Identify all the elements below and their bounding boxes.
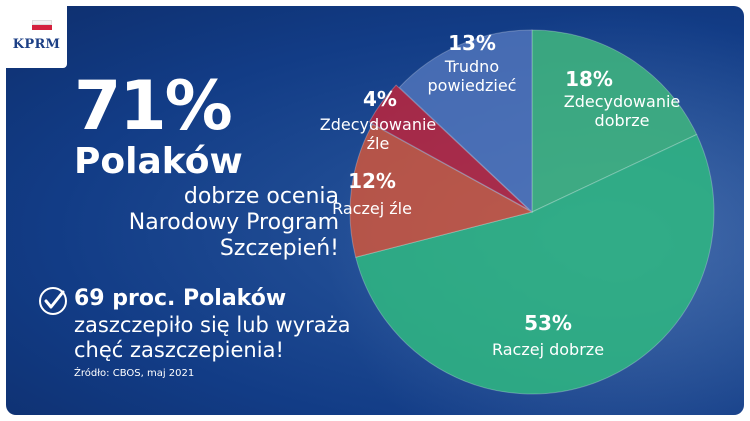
slice-percent-label: 12% [348, 169, 396, 193]
pie-slice [355, 133, 715, 395]
slice-category-label: Raczej dobrze [492, 340, 604, 359]
source-note: Źródło: CBOS, maj 2021 [74, 368, 195, 379]
slice-percent-label: 53% [524, 311, 572, 335]
headline-subtitle-line: Narodowy Program [128, 210, 339, 235]
headline-percent: 71% [74, 67, 233, 146]
headline-subtitle-line: Szczepień! [219, 236, 339, 261]
pie-slice [349, 123, 534, 258]
kprm-logo[interactable]: KPRM [6, 6, 67, 68]
pie-slice [368, 84, 530, 211]
slice-percent-label: 18% [565, 67, 613, 91]
slice-category-label: dobrze [595, 111, 650, 130]
slice-percent-label: 13% [448, 31, 496, 55]
slice-category-label: źle [367, 134, 390, 153]
secondary-subtitle: zaszczepiło się lub wyraża chęć zaszczep… [74, 313, 351, 363]
headline-subtitle: dobrze ocenia Narodowy Program Szczepień… [74, 184, 339, 262]
slice-category-label: Trudno [444, 57, 499, 76]
headline-subtitle-line: dobrze ocenia [183, 184, 339, 209]
secondary-subtitle-line: zaszczepiło się lub wyraża [74, 313, 351, 337]
pie-slice [398, 29, 533, 214]
slice-category-label: Raczej źle [332, 199, 412, 218]
headline-who: Polaków [74, 141, 243, 182]
pie-slice [531, 29, 698, 213]
secondary-title: 69 proc. Polaków [74, 286, 287, 311]
checkmark-circle-icon [39, 287, 67, 315]
secondary-subtitle-line: chęć zaszczepienia! [74, 338, 284, 362]
slice-category-label: Zdecydowanie [564, 92, 681, 111]
polish-flag-icon [32, 20, 52, 30]
slice-percent-label: 4% [363, 87, 397, 111]
logo-text: KPRM [12, 37, 61, 52]
slice-label-group: 12% Raczej źle [332, 169, 412, 218]
slice-category-label: powiedzieć [428, 76, 517, 95]
slice-category-label: Zdecydowanie [320, 115, 437, 134]
slice-label-group: 53% Raczej dobrze [492, 311, 604, 359]
